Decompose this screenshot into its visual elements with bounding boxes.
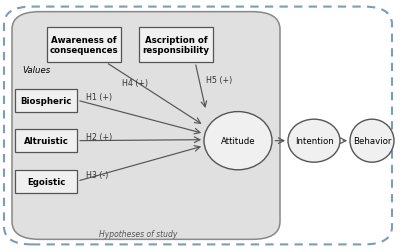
Text: H3 (-): H3 (-) (86, 171, 108, 180)
Text: Awareness of
consequences: Awareness of consequences (50, 36, 118, 55)
Text: H4 (+): H4 (+) (122, 79, 148, 88)
Text: Intention: Intention (295, 137, 333, 146)
Text: Biospheric: Biospheric (20, 96, 72, 105)
Text: Egoistic: Egoistic (27, 177, 65, 186)
Text: Behavior: Behavior (353, 137, 391, 146)
FancyBboxPatch shape (15, 130, 77, 152)
FancyBboxPatch shape (4, 8, 392, 244)
Text: Attitude: Attitude (221, 137, 255, 146)
Text: H5 (+): H5 (+) (206, 76, 232, 85)
Ellipse shape (288, 120, 340, 163)
FancyBboxPatch shape (15, 89, 77, 112)
Text: Ascription of
responsibility: Ascription of responsibility (142, 36, 210, 55)
Text: H1 (+): H1 (+) (86, 93, 112, 102)
FancyBboxPatch shape (12, 13, 280, 239)
Ellipse shape (350, 120, 394, 163)
Ellipse shape (204, 112, 272, 170)
Text: H2 (+): H2 (+) (86, 132, 112, 141)
FancyBboxPatch shape (47, 28, 121, 63)
Text: Values: Values (22, 66, 50, 75)
FancyBboxPatch shape (15, 170, 77, 193)
Text: Hypotheses of study: Hypotheses of study (99, 229, 177, 238)
FancyBboxPatch shape (139, 28, 213, 63)
Text: Altruistic: Altruistic (24, 137, 68, 146)
